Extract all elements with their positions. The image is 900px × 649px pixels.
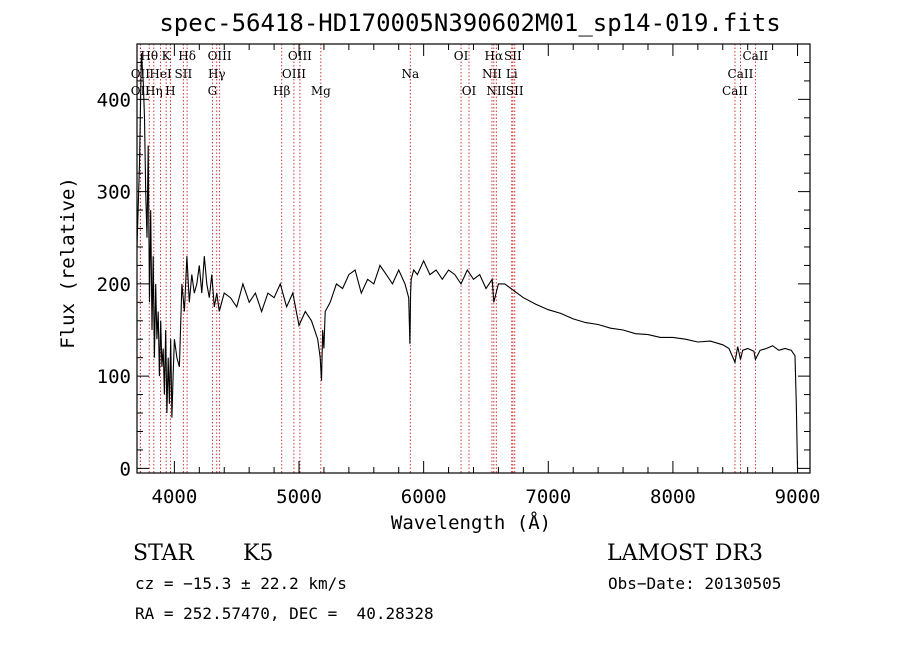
spectral-line-label: H <box>165 84 175 98</box>
spectral-line-label: Hβ <box>273 84 290 98</box>
spectral-line-label: Li <box>506 67 518 81</box>
spectral-line-label: SII <box>506 84 524 98</box>
spectral-line-label: Hδ <box>178 49 196 63</box>
spectral-line-label: HeI <box>149 67 172 81</box>
spectral-line-label: Mg <box>311 84 331 98</box>
x-tick-label: 7000 <box>525 486 571 508</box>
spectral-line-markers <box>139 44 756 473</box>
spectral-line-label: Na <box>401 67 419 81</box>
spectrum-line <box>136 53 799 469</box>
spectral-line-label: NII <box>486 84 506 98</box>
object-class: STAR <box>133 541 195 566</box>
spectral-line-label: OIII <box>208 49 232 63</box>
y-axis-label: Flux (relative) <box>57 177 79 349</box>
y-tick-label: 0 <box>120 458 131 480</box>
spectral-line-label: CaII <box>722 84 748 98</box>
spectral-line-label: Hα <box>485 49 504 63</box>
spectral-line-label: OI <box>462 84 477 98</box>
y-axis-ticks: 0 100 200 300 400 <box>97 61 810 480</box>
x-axis-ticks: 4000 5000 6000 7000 8000 9000 <box>152 44 821 508</box>
spectral-line-label: CaII <box>728 67 754 81</box>
x-tick-label: 4000 <box>152 486 198 508</box>
spectral-line-label: Hη <box>145 84 163 98</box>
spectral-line-label: NII <box>482 67 502 81</box>
chart-title: spec-56418-HD170005N390602M01_sp14-019.f… <box>159 9 780 37</box>
spectral-line-label: G <box>208 84 218 98</box>
x-tick-label: 8000 <box>650 486 696 508</box>
spectral-line-label: CaII <box>742 49 768 63</box>
x-tick-label: 6000 <box>401 486 447 508</box>
redshift-value: cz = −15.3 ± 22.2 km/s <box>135 574 347 593</box>
spectral-line-label: K <box>162 49 172 63</box>
y-tick-label: 300 <box>97 182 131 204</box>
x-axis-label: Wavelength (Å) <box>391 511 551 534</box>
spectral-line-label: SII <box>175 67 193 81</box>
x-tick-label: 5000 <box>276 486 322 508</box>
x-tick-label: 9000 <box>775 486 821 508</box>
spectral-line-label: OII <box>131 67 151 81</box>
coordinates: RA = 252.57470, DEC = 40.28328 <box>135 604 434 623</box>
object-subclass: K5 <box>243 541 273 566</box>
plot-frame <box>136 43 811 474</box>
y-tick-label: 200 <box>97 274 131 296</box>
y-tick-label: 400 <box>97 89 131 111</box>
observation-date: Obs−Date: 20130505 <box>608 574 781 593</box>
y-tick-label: 100 <box>97 366 131 388</box>
spectral-line-label: OIII <box>282 67 306 81</box>
spectral-line-label: OI <box>454 49 469 63</box>
spectral-line-label: Hθ <box>140 49 158 63</box>
survey-name: LAMOST DR3 <box>607 541 763 566</box>
spectral-line-label: Hγ <box>208 67 226 81</box>
spectral-line-label: OIII <box>288 49 312 63</box>
spectral-line-label: SII <box>504 49 522 63</box>
